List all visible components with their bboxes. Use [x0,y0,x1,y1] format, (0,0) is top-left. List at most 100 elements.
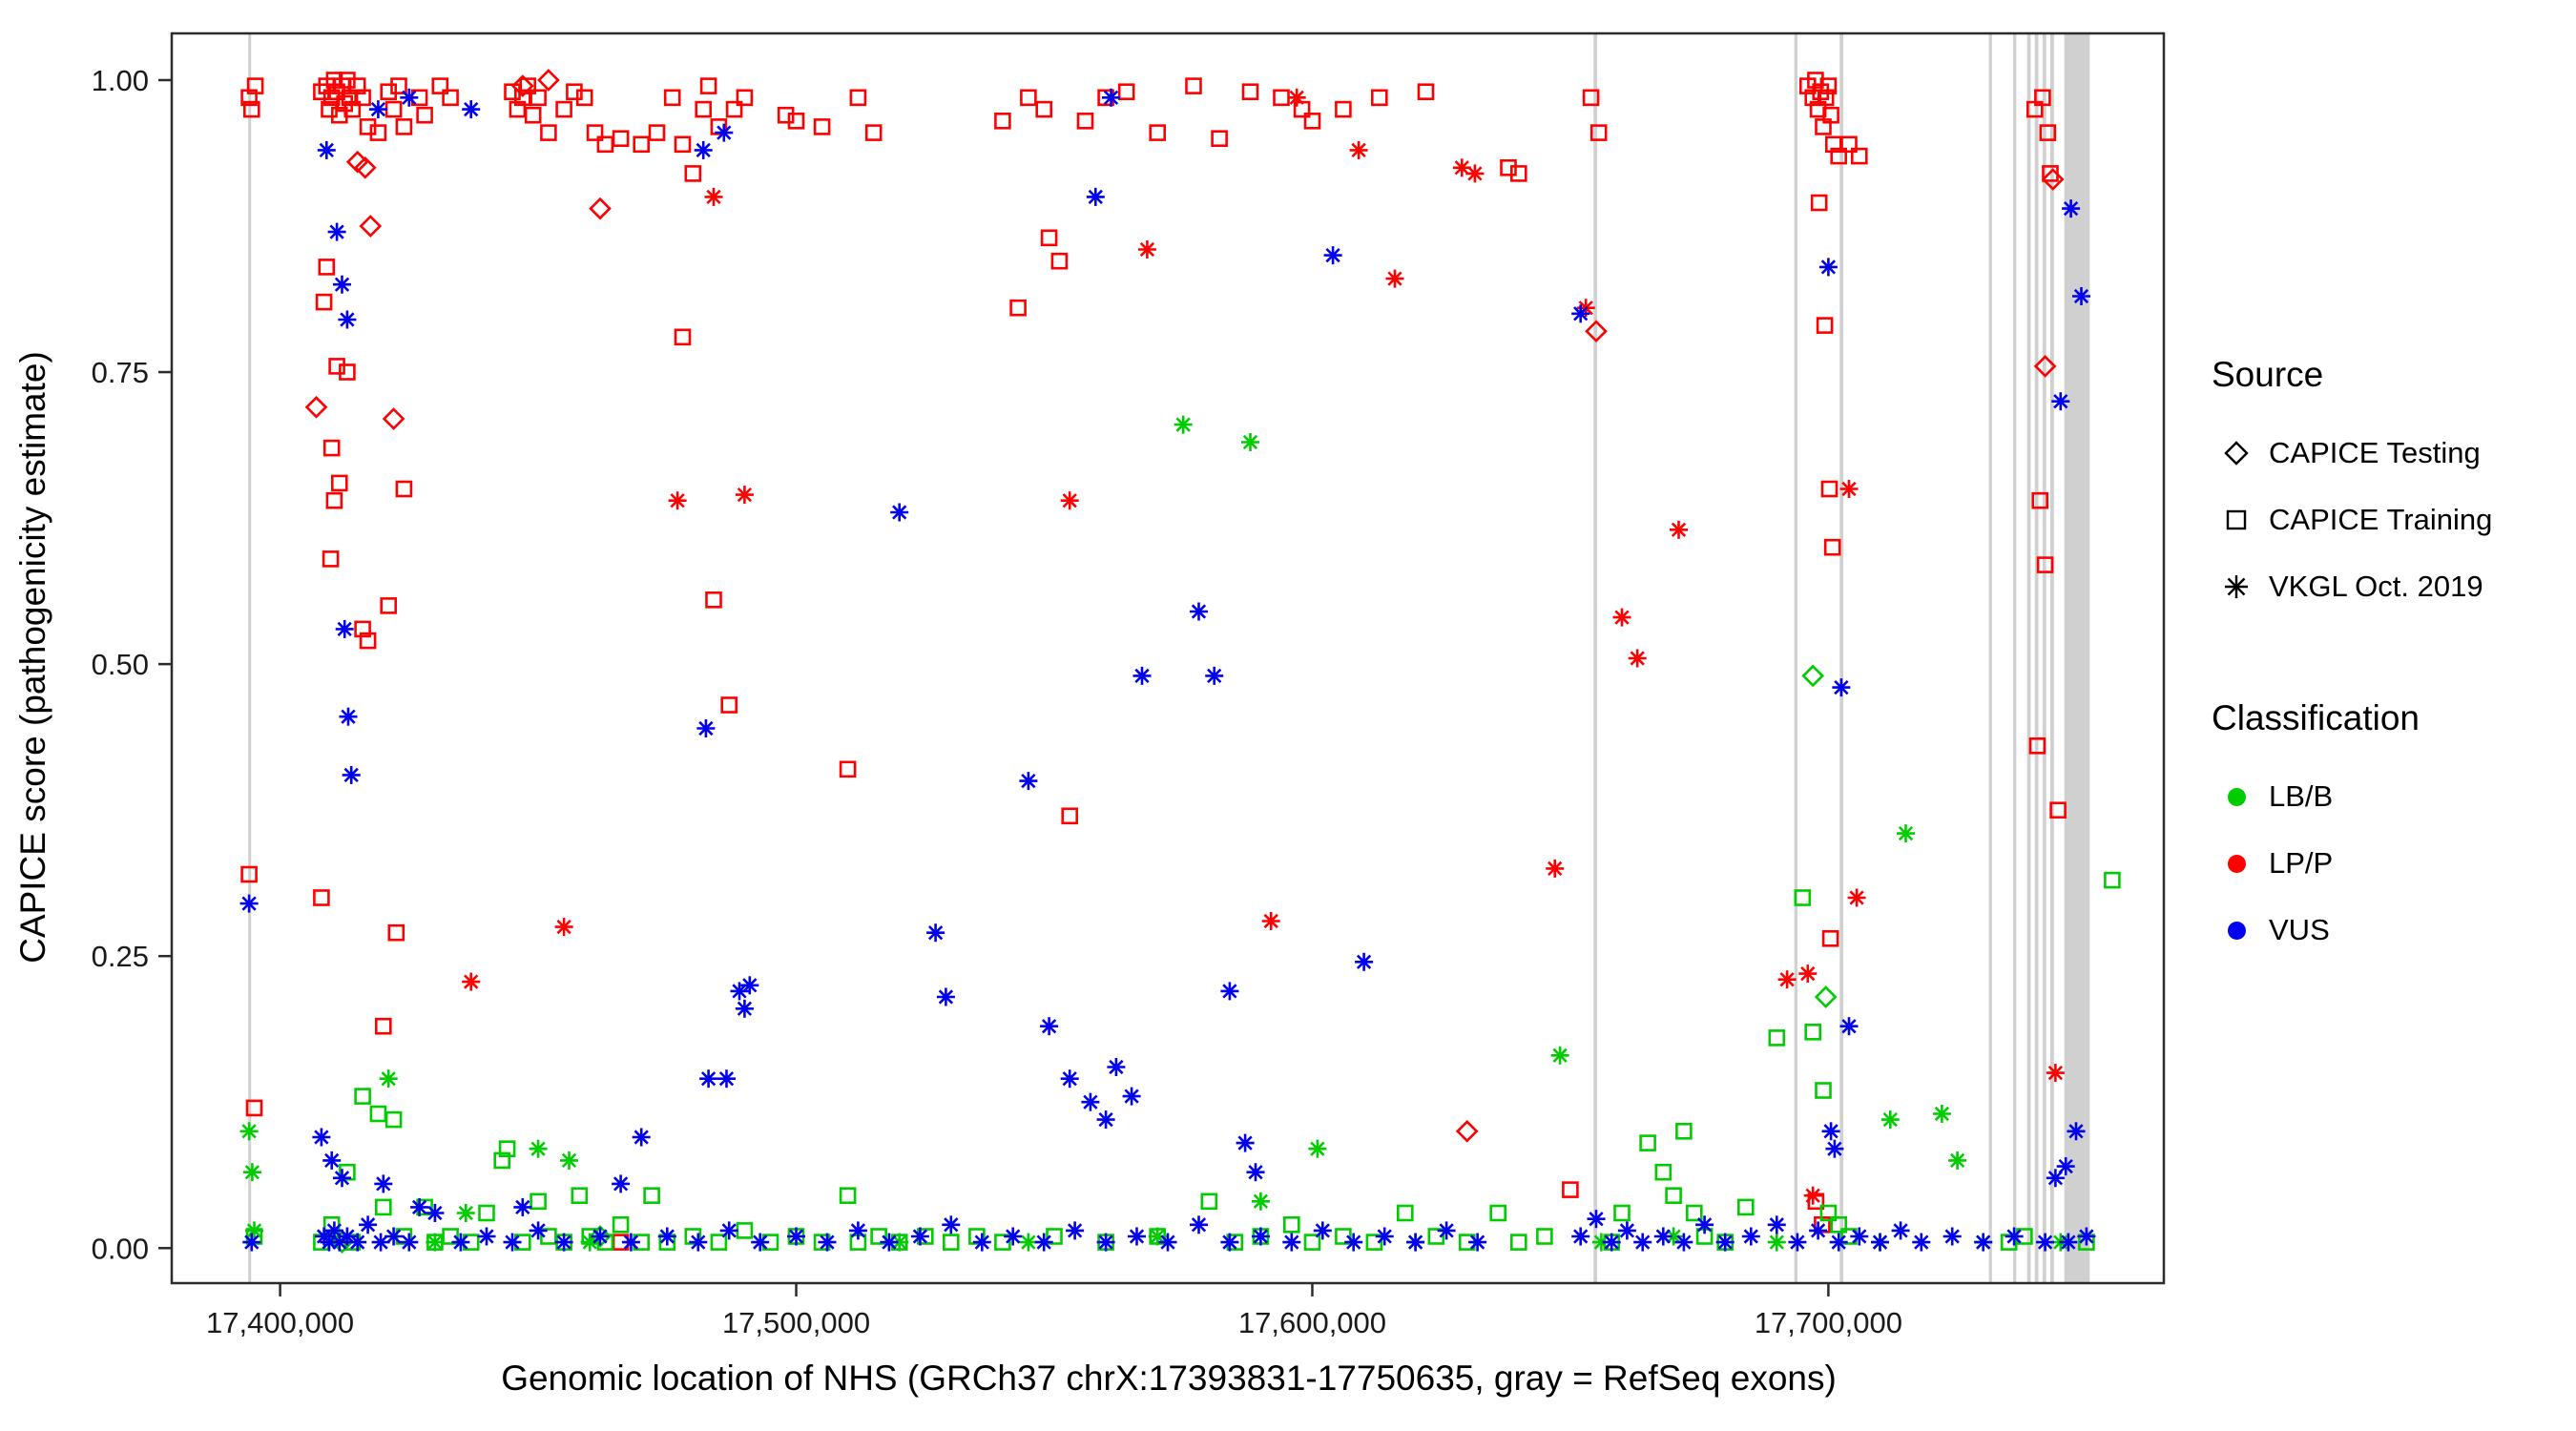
data-point [313,889,330,906]
data-point [1810,194,1828,212]
data-point [1132,666,1152,685]
data-point [359,215,383,238]
data-point [1653,1227,1672,1246]
data-point [348,1233,367,1252]
data-point [1060,491,1079,510]
data-point [1190,1215,1208,1234]
x-tick-label: 17,600,000 [1238,1306,1386,1339]
data-point [426,1233,445,1252]
data-point [1665,1187,1682,1204]
data-point [1767,1233,1786,1252]
legend-label: CAPICE Training [2269,503,2493,536]
data-point [1066,1221,1085,1240]
exon-band [2026,33,2031,1283]
legend-classification-title: Classification [2212,698,2420,737]
data-point [699,1069,718,1089]
data-point [1562,1181,1579,1198]
exon-band [1593,33,1598,1283]
data-point [379,1069,398,1089]
data-point [354,1088,371,1105]
data-point [304,395,328,419]
data-point [1613,1204,1631,1222]
data-point [1585,320,1608,343]
y-tick-label: 0.50 [92,648,149,681]
data-point [384,100,403,118]
data-point [1675,1123,1693,1140]
legend-source: Source CAPICE Testing CAPICE Training [2212,355,2492,620]
data-point [400,1233,419,1252]
data-point [2062,199,2081,218]
data-point [1287,88,1306,107]
data-point [696,719,716,737]
diamond-icon [2212,439,2261,467]
data-point [890,503,909,522]
exon-band [1794,33,1797,1283]
data-point [1107,1058,1126,1076]
data-point [612,1174,631,1193]
data-point [2036,556,2054,573]
data-point [787,1227,805,1246]
data-point [333,275,351,294]
data-point [849,89,867,107]
data-point [591,1227,610,1246]
data-point [374,1198,392,1216]
data-point [2049,801,2067,819]
refseq-exon-bands [248,33,2090,1283]
data-point [333,1169,351,1188]
data-point [1019,1233,1038,1252]
data-point [382,407,405,430]
data-point [354,620,371,638]
data-point [1417,83,1435,100]
data-point [330,106,348,124]
data-point [684,1228,702,1245]
data-point [2036,1233,2055,1252]
legend-classification: Classification LB/B LP/P VUS [2212,698,2420,964]
data-point [1851,147,1868,165]
data-point [715,123,734,142]
data-point [968,1228,986,1245]
data-point [1820,480,1839,498]
lbb-dot-icon [2227,787,2246,806]
data-point [890,1233,909,1252]
data-point [1308,1139,1327,1158]
data-point [674,328,692,346]
legend-item-lpp: LP/P [2212,830,2420,897]
data-point [2067,1122,2086,1141]
data-point [1804,1024,1821,1041]
series-lbb-diamond [330,664,1838,1254]
y-tick-label: 0.00 [92,1232,149,1265]
asterisk-icon [2212,572,2261,601]
x-tick-label: 17,400,000 [206,1306,354,1339]
data-point [1205,666,1224,685]
exon-band [2034,33,2039,1283]
data-point [1654,1163,1672,1181]
data-point [400,88,419,107]
data-point [2051,392,2070,411]
vus-dot-icon [2227,921,2246,940]
data-point [1102,88,1120,107]
data-point [735,486,754,505]
data-point [1190,602,1208,621]
data-point [668,491,687,510]
data-point [717,1069,736,1089]
data-point [519,77,537,94]
data-point [936,987,955,1006]
data-point [1817,89,1835,107]
data-point [1818,258,1838,277]
data-point [2041,168,2065,191]
data-point [705,591,722,609]
data-point [442,89,459,107]
data-point [942,1215,961,1234]
legend-item-capice-testing: CAPICE Testing [2212,420,2492,487]
data-point [322,1151,342,1170]
data-point [1246,1163,1265,1182]
y-tick-label: 0.25 [92,940,149,973]
data-point [2034,89,2051,107]
data-point [1149,124,1166,141]
data-point [663,89,681,107]
data-point [1550,1046,1569,1065]
data-point [1455,1119,1479,1143]
axes: 17,400,000 17,500,000 17,600,000 17,700,000… [92,64,1902,1339]
exon-band [2049,33,2054,1283]
data-point [529,1221,548,1240]
